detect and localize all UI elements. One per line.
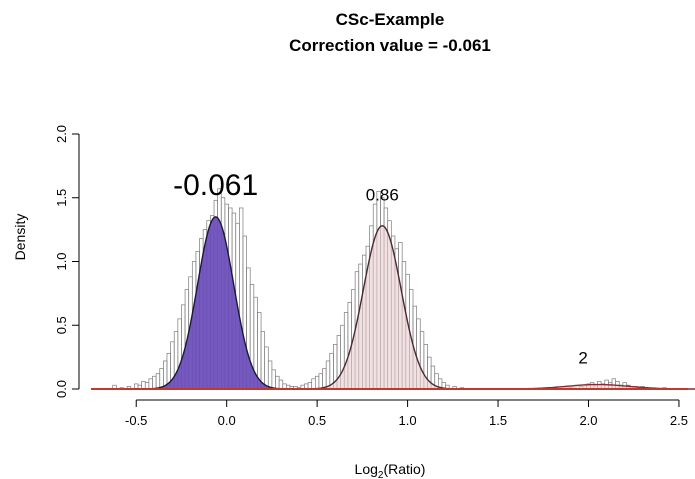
x-tick-label: 2.0 bbox=[579, 413, 597, 428]
histogram-bar bbox=[314, 375, 320, 390]
x-tick-label: 2.5 bbox=[670, 413, 688, 428]
x-tick-label: 1.0 bbox=[399, 413, 417, 428]
y-tick-label: 2.0 bbox=[54, 125, 69, 143]
y-tick-label: 0.5 bbox=[54, 316, 69, 334]
histogram-bar bbox=[318, 373, 323, 390]
y-axis-label: Density bbox=[12, 214, 28, 261]
density-curve bbox=[305, 225, 459, 390]
x-axis-label-subscript: 2 bbox=[378, 470, 384, 479]
histogram-bar bbox=[141, 381, 146, 390]
histogram-bar bbox=[267, 360, 273, 390]
x-ticks: -0.5 0.0 0.5 1.0 1.5 2.0 2.5 bbox=[125, 400, 688, 428]
histogram-bar bbox=[148, 378, 153, 390]
x-axis-label-main: Log bbox=[355, 461, 378, 477]
chart-title: CSc-Example bbox=[336, 10, 445, 29]
histogram-bar bbox=[311, 378, 316, 390]
density-curves bbox=[142, 216, 695, 390]
chart-subtitle: Correction value = -0.061 bbox=[289, 36, 491, 55]
histogram-bar bbox=[264, 346, 269, 390]
histogram-bar bbox=[271, 369, 276, 390]
histogram-bar bbox=[325, 360, 331, 390]
density-curve bbox=[142, 216, 289, 390]
histogram-bar bbox=[260, 331, 266, 390]
histogram-bar bbox=[278, 379, 284, 390]
y-tick-label: 1.0 bbox=[54, 252, 69, 270]
histogram-bar bbox=[322, 368, 327, 390]
x-tick-label: -0.5 bbox=[125, 413, 147, 428]
x-axis-label-rest: (Ratio) bbox=[383, 461, 425, 477]
histogram-bar bbox=[275, 375, 280, 390]
x-axis-label: Log2(Ratio) bbox=[355, 461, 426, 479]
x-tick-label: 0.0 bbox=[218, 413, 236, 428]
x-tick-label: 1.5 bbox=[489, 413, 507, 428]
x-tick-label: 0.5 bbox=[308, 413, 326, 428]
peak-label: -0.061 bbox=[173, 169, 258, 202]
peak-label: 2 bbox=[578, 349, 587, 368]
peak-label: 0.86 bbox=[366, 185, 399, 204]
y-ticks: 0.0 0.5 1.0 1.5 2.0 bbox=[54, 125, 79, 398]
y-tick-label: 0.0 bbox=[54, 380, 69, 398]
histogram-bar bbox=[155, 373, 161, 390]
histogram-bar bbox=[152, 375, 157, 390]
peak-labels: -0.061 0.86 2 bbox=[173, 169, 588, 367]
y-tick-label: 1.5 bbox=[54, 189, 69, 207]
